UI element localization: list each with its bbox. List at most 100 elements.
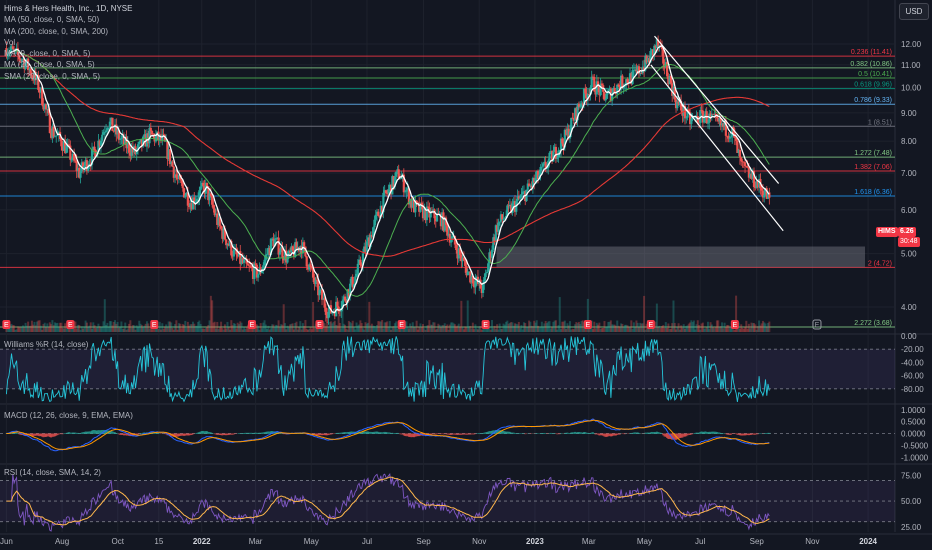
symbol-title[interactable]: Hims & Hers Health, Inc., 1D, NYSE xyxy=(4,4,133,13)
volume-bar xyxy=(243,326,246,332)
macd-histogram-bar xyxy=(443,433,446,435)
macd-histogram-bar xyxy=(156,432,159,434)
legend-ma9[interactable]: MA (9, close, 0, SMA, 5) xyxy=(4,49,91,59)
volume-bar xyxy=(59,322,62,332)
candle-body xyxy=(117,130,120,140)
candle-body xyxy=(719,118,722,126)
macd-histogram-bar xyxy=(223,433,226,436)
macd-histogram-bar xyxy=(746,433,749,436)
candle-body xyxy=(659,45,662,46)
earnings-marker-label: E xyxy=(649,322,654,329)
legend-ma200[interactable]: MA (200, close, 0, SMA, 200) xyxy=(4,26,109,36)
candle-body xyxy=(142,136,145,147)
volume-bar xyxy=(340,328,343,332)
macd-histogram-bar xyxy=(71,432,74,434)
legend-ma20[interactable]: MA (20, close, 0, SMA, 5) xyxy=(4,60,95,70)
macd-histogram-bar xyxy=(644,432,647,434)
macd-histogram-bar xyxy=(680,433,683,438)
macd-histogram-bar xyxy=(683,433,686,437)
legend-ma50[interactable]: MA (50, close, 0, SMA, 50) xyxy=(4,15,100,25)
macd-histogram-bar xyxy=(584,432,587,434)
volume-bar xyxy=(493,325,496,332)
macd-histogram-bar xyxy=(268,431,271,434)
rsi-legend[interactable]: RSI (14, close, SMA, 14, 2) xyxy=(4,468,101,477)
y-tick-label: 0.00 xyxy=(901,332,917,341)
candle-body xyxy=(462,257,465,261)
x-tick-label: Mar xyxy=(249,537,263,546)
candle-body xyxy=(577,103,581,107)
macd-histogram-bar xyxy=(303,433,306,434)
macd-histogram-bar xyxy=(516,433,519,434)
candle-body xyxy=(750,173,753,179)
volume-bar xyxy=(613,324,616,332)
macd-histogram-bar xyxy=(662,433,665,436)
macd-histogram-bar xyxy=(742,433,745,436)
volume-bar xyxy=(747,323,750,332)
macd-histogram-bar xyxy=(428,433,431,435)
candle-body xyxy=(435,213,439,222)
candle-body xyxy=(383,190,386,193)
volume-bar xyxy=(666,327,669,332)
candle-body xyxy=(33,71,36,81)
earnings-marker xyxy=(2,320,11,329)
volume-bar xyxy=(309,327,312,332)
candle-body xyxy=(614,93,618,95)
candle-body xyxy=(553,146,556,152)
candle-body xyxy=(335,301,338,317)
candle-body xyxy=(223,228,227,240)
legend-vol[interactable]: Vol xyxy=(4,37,16,47)
candle-body xyxy=(450,239,453,243)
macd-histogram-bar xyxy=(699,431,702,434)
volume-bar xyxy=(632,322,635,332)
candle-body xyxy=(479,279,482,289)
volume-bar xyxy=(167,321,170,332)
volume-bar xyxy=(530,325,533,332)
volume-bar xyxy=(253,328,256,332)
candle-body xyxy=(228,240,232,246)
volume-bar xyxy=(537,325,540,332)
macd-histogram-bar xyxy=(200,431,203,434)
candle-body xyxy=(12,49,16,51)
volume-bar xyxy=(207,324,210,332)
volume-bar xyxy=(151,329,154,332)
volume-bar xyxy=(699,329,702,332)
volume-bar xyxy=(285,329,288,332)
candle-body xyxy=(488,252,491,264)
falling-wedge-channel[interactable] xyxy=(650,35,784,232)
volume-bar xyxy=(319,327,322,332)
volume-bar xyxy=(749,328,752,332)
candle-body xyxy=(453,235,457,245)
macd-histogram-bar xyxy=(103,430,106,434)
volume-bar xyxy=(452,323,455,332)
williams-legend[interactable]: Williams %R (14, close) xyxy=(4,340,89,349)
legend-sma20[interactable]: SMA (20, close, 0, SMA, 5) xyxy=(4,71,101,81)
volume-bar xyxy=(698,325,701,332)
candle-body xyxy=(502,218,505,220)
candle-body xyxy=(345,300,348,303)
volume-bar xyxy=(166,327,169,332)
macd-histogram-bar xyxy=(453,433,456,435)
volume-bar xyxy=(602,327,605,332)
macd-histogram-bar xyxy=(45,433,48,437)
candle-body xyxy=(433,209,436,219)
candle-body xyxy=(392,176,395,187)
macd-histogram-bar xyxy=(168,433,171,436)
macd-legend[interactable]: MACD (12, 26, close, 9, EMA, EMA) xyxy=(4,411,133,420)
candle-body xyxy=(508,204,512,206)
macd-histogram-bar xyxy=(51,433,54,437)
candle-body xyxy=(644,55,647,71)
currency-button[interactable]: USD xyxy=(899,3,929,20)
macd-histogram-bar xyxy=(211,432,214,434)
macd-histogram-bar xyxy=(349,431,352,434)
volume-bar xyxy=(473,329,476,332)
volume-bar xyxy=(204,327,207,332)
macd-histogram-bar xyxy=(717,432,720,434)
candle-body xyxy=(218,217,221,227)
macd-histogram-bar xyxy=(69,432,72,434)
candle-body xyxy=(245,258,248,264)
candle-body xyxy=(271,238,274,240)
macd-histogram-bar xyxy=(738,433,741,436)
volume-bar xyxy=(305,328,308,332)
